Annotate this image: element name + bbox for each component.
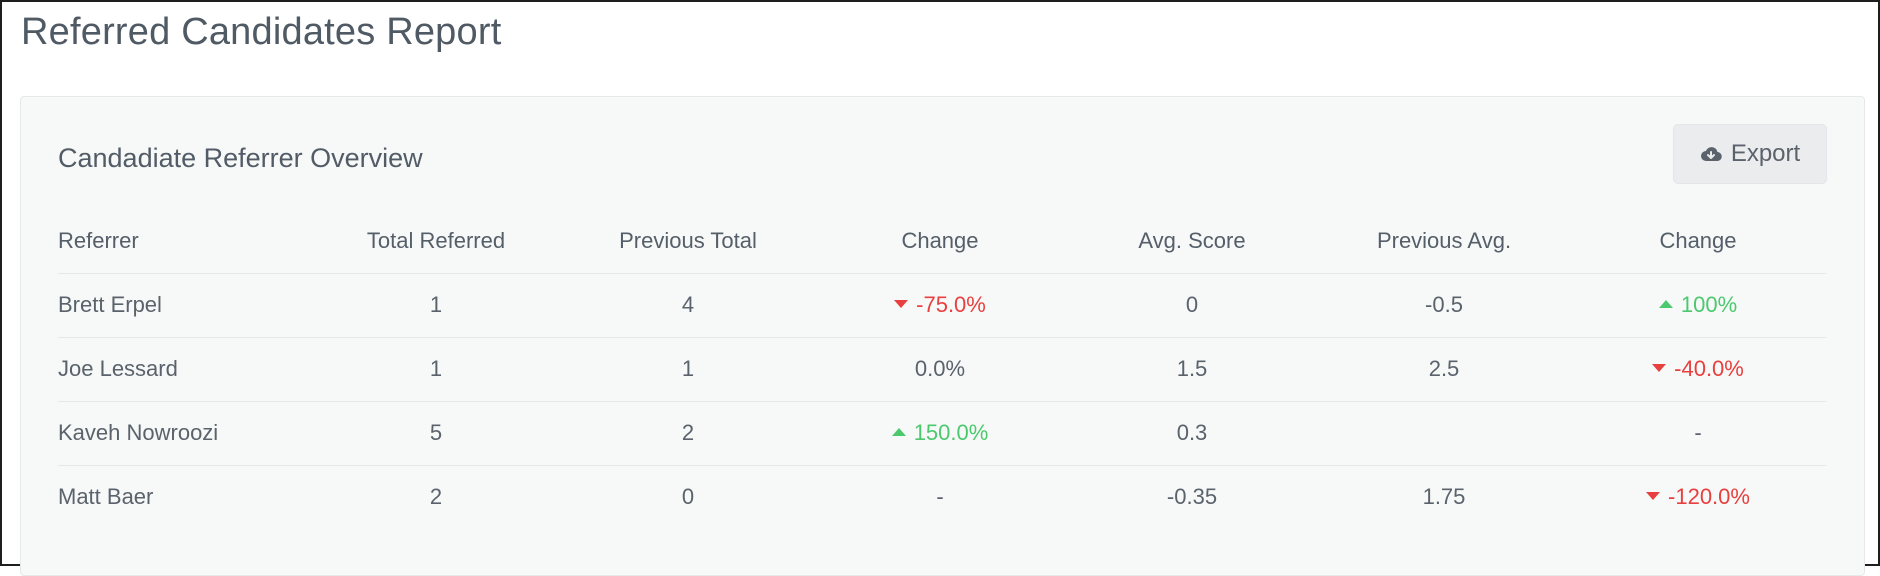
cell-avg-change: - [1570, 401, 1826, 466]
cloud-download-icon [1700, 146, 1722, 162]
cell-previous-avg: 2.5 [1318, 337, 1570, 402]
header-previous-avg[interactable]: Previous Avg. [1318, 209, 1570, 274]
table-body: Brett Erpel 1 4 -75.0% 0 -0.5 100% Joe Lessard 1… [58, 273, 1826, 529]
change-value: 150.0% [913, 420, 989, 445]
cell-total-referred: 2 [429, 484, 443, 510]
cell-previous-total: 0 [681, 484, 695, 510]
header-previous-total[interactable]: Previous Total [562, 209, 814, 274]
header-avg-change[interactable]: Change [1570, 209, 1826, 274]
triangle-up-icon [1658, 300, 1673, 309]
cell-previous-avg: -0.5 [1318, 273, 1570, 338]
page-title: Referred Candidates Report [21, 11, 502, 53]
cell-avg-score: -0.35 [1166, 484, 1218, 510]
table-row[interactable]: Kaveh Nowroozi 5 2 150.0% 0.3 - [58, 401, 1826, 466]
cell-avg-change: 100% [1570, 273, 1826, 338]
cell-change: 0.0% [814, 337, 1066, 402]
header-referrer[interactable]: Referrer [58, 209, 310, 274]
cell-previous-total: 2 [562, 401, 814, 466]
triangle-down-icon [894, 300, 909, 309]
cell-total-referred: 1 [310, 337, 562, 402]
cell-referrer: Brett Erpel [58, 273, 310, 338]
table-row[interactable]: Joe Lessard 1 1 0.0% 1.5 2.5 -40.0% [58, 337, 1826, 402]
cell-previous-total: 4 [562, 273, 814, 338]
table-header-row: Referrer Total Referred Previous Total C… [58, 209, 1826, 274]
header-total-referred[interactable]: Total Referred [310, 209, 562, 274]
cell-referrer: Matt Baer [58, 484, 154, 510]
cell-previous-total: 1 [562, 337, 814, 402]
cell-previous-avg [1318, 401, 1570, 466]
cell-avg-score: 1.5 [1066, 337, 1318, 402]
cell-change: 150.0% [814, 401, 1066, 466]
triangle-up-icon [891, 428, 906, 437]
triangle-down-icon [1646, 492, 1661, 501]
cell-avg-score: 0 [1066, 273, 1318, 338]
header-avg-score[interactable]: Avg. Score [1066, 209, 1318, 274]
cell-total-referred: 5 [310, 401, 562, 466]
export-label: Export [1730, 140, 1801, 167]
triangle-down-icon [1652, 364, 1667, 373]
panel-title: Candadiate Referrer Overview [58, 143, 423, 173]
cell-avg-score: 0.3 [1066, 401, 1318, 466]
cell-change: - [936, 484, 944, 510]
referrer-table: Referrer Total Referred Previous Total C… [58, 209, 1826, 529]
header-change[interactable]: Change [814, 209, 1066, 274]
change-value: -120.0% [1668, 484, 1750, 510]
table-row[interactable]: Matt Baer 2 0 - -0.35 1.75 -120.0% [58, 465, 1826, 529]
export-button[interactable]: Export [1673, 124, 1827, 184]
cell-total-referred: 1 [310, 273, 562, 338]
referrer-overview-panel: Candadiate Referrer Overview Export Refe… [20, 96, 1865, 576]
cell-avg-change: -120.0% [1570, 465, 1826, 529]
cell-previous-avg: 1.75 [1422, 484, 1466, 510]
change-value: -40.0% [1674, 356, 1744, 381]
cell-change: -75.0% [814, 273, 1066, 338]
cell-referrer: Kaveh Nowroozi [58, 401, 310, 466]
cell-avg-change: -40.0% [1570, 337, 1826, 402]
change-value: 100% [1680, 292, 1738, 317]
table-row[interactable]: Brett Erpel 1 4 -75.0% 0 -0.5 100% [58, 273, 1826, 338]
cell-referrer: Joe Lessard [58, 337, 310, 402]
change-value: -75.0% [916, 292, 986, 317]
